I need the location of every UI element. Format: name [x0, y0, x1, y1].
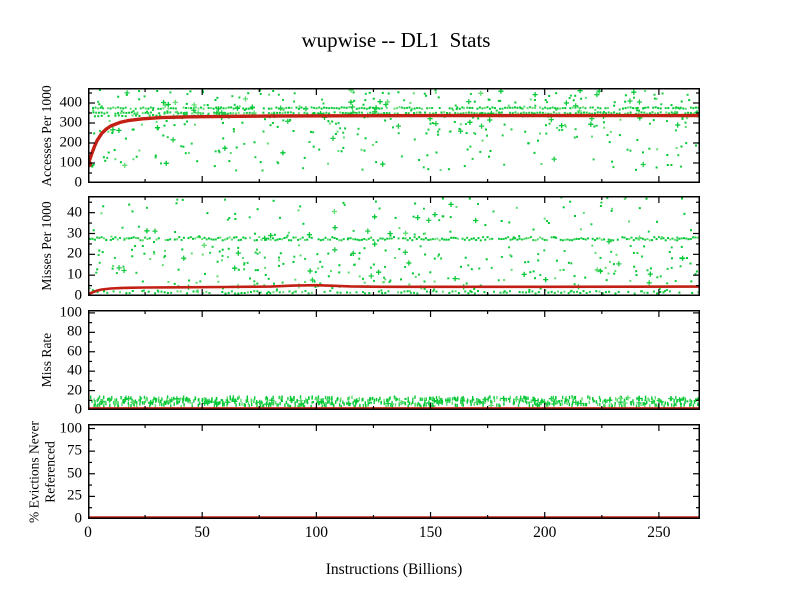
y-tick-label: 100	[59, 154, 83, 171]
y-tick-label: 400	[59, 94, 83, 111]
green-interval-scatter	[88, 196, 700, 295]
red-cumulative-line	[88, 113, 700, 166]
panel-0-plot	[88, 88, 700, 183]
y-tick-label: 40	[67, 362, 82, 379]
x-tick-label: 100	[304, 524, 328, 541]
x-tick-label: 50	[194, 524, 210, 541]
y-tick-label: 80	[67, 323, 82, 340]
y-tick-label: 200	[59, 134, 83, 151]
y-tick-label: 50	[67, 465, 82, 482]
panel-border	[88, 310, 700, 410]
y-tick-label: 0	[74, 401, 83, 418]
panel-border	[88, 88, 700, 183]
y-tick-label: 75	[67, 442, 82, 459]
y-tick-label: 20	[67, 382, 82, 399]
x-tick-label: 150	[418, 524, 443, 541]
x-axis-label: Instructions (Billions)	[325, 561, 463, 578]
axis-ticks	[88, 424, 700, 519]
y-tick-label: 100	[59, 420, 83, 437]
y-axis-label: % Evictions Never Referenced	[26, 420, 57, 523]
x-tick-label: 250	[647, 524, 671, 541]
panel-1-plot	[88, 196, 700, 296]
y-tick-label: 0	[74, 287, 83, 304]
y-tick-label: 60	[67, 343, 82, 360]
red-cumulative-line	[88, 283, 700, 296]
x-tick-label: 200	[533, 524, 557, 541]
y-tick-label: 0	[74, 510, 83, 527]
x-tick-label: 0	[84, 524, 92, 541]
y-tick-label: 20	[67, 245, 82, 262]
panel-2-plot	[88, 310, 700, 410]
y-tick-label: 10	[67, 266, 82, 283]
y-tick-label: 25	[67, 487, 82, 504]
y-tick-label: 30	[67, 225, 82, 241]
panel-3-plot	[88, 424, 700, 519]
panel-border	[88, 196, 700, 296]
green-interval-scatter	[88, 395, 700, 409]
green-interval-scatter	[88, 88, 700, 172]
axis-ticks	[88, 196, 700, 296]
y-tick-label: 100	[59, 304, 83, 321]
panel-border	[88, 424, 700, 519]
chart-title: wupwise -- DL1 Stats	[301, 28, 491, 52]
y-tick-label: 40	[67, 204, 82, 221]
axis-ticks	[88, 310, 700, 410]
y-tick-label: 0	[74, 174, 83, 191]
y-tick-label: 300	[59, 114, 83, 131]
